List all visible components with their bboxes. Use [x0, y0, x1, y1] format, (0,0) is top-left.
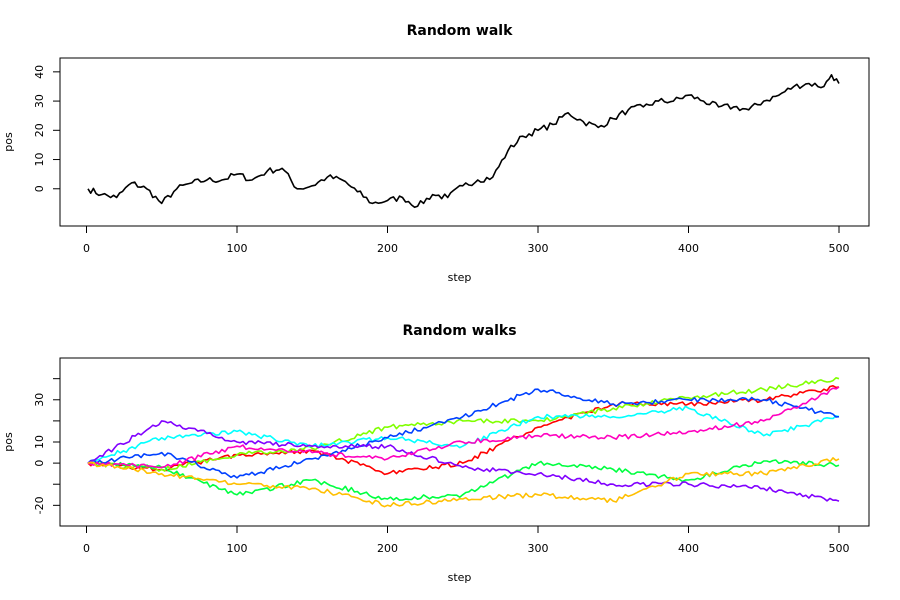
y-tick-label: 30	[33, 393, 46, 407]
x-axis-label: step	[448, 271, 472, 284]
series-line-1	[87, 74, 840, 209]
x-tick-label: 0	[83, 242, 90, 255]
y-tick-label: 40	[33, 65, 46, 79]
x-tick-label: 300	[527, 242, 548, 255]
series-line-5	[87, 388, 840, 479]
y-tick-label: 20	[33, 123, 46, 137]
x-tick-label: 100	[226, 542, 247, 555]
y-tick-label: 0	[33, 185, 46, 192]
x-tick-label: 0	[83, 542, 90, 555]
y-tick-label: 30	[33, 94, 46, 108]
y-axis-label: pos	[2, 132, 15, 152]
y-axis-label: pos	[2, 432, 15, 452]
y-tick-label: 10	[33, 153, 46, 167]
series-line-6	[87, 420, 840, 502]
y-tick-label: 0	[33, 460, 46, 467]
x-tick-label: 200	[377, 242, 398, 255]
series-line-2	[87, 377, 840, 472]
x-axis-label: step	[448, 571, 472, 584]
x-tick-label: 500	[829, 542, 850, 555]
x-tick-label: 100	[226, 242, 247, 255]
x-tick-label: 300	[527, 542, 548, 555]
chart-title: Random walk	[407, 23, 513, 39]
x-tick-label: 200	[377, 542, 398, 555]
series-line-3	[87, 459, 840, 501]
y-tick-label: 10	[33, 435, 46, 449]
x-tick-label: 400	[678, 542, 699, 555]
x-tick-label: 400	[678, 242, 699, 255]
series-line-8	[87, 457, 840, 508]
chart-title: Random walks	[402, 323, 516, 339]
plot-frame	[59, 57, 870, 227]
series-line-7	[87, 386, 840, 469]
y-tick-label: -20	[33, 496, 46, 514]
series-line-4	[87, 405, 840, 464]
x-tick-label: 500	[829, 242, 850, 255]
